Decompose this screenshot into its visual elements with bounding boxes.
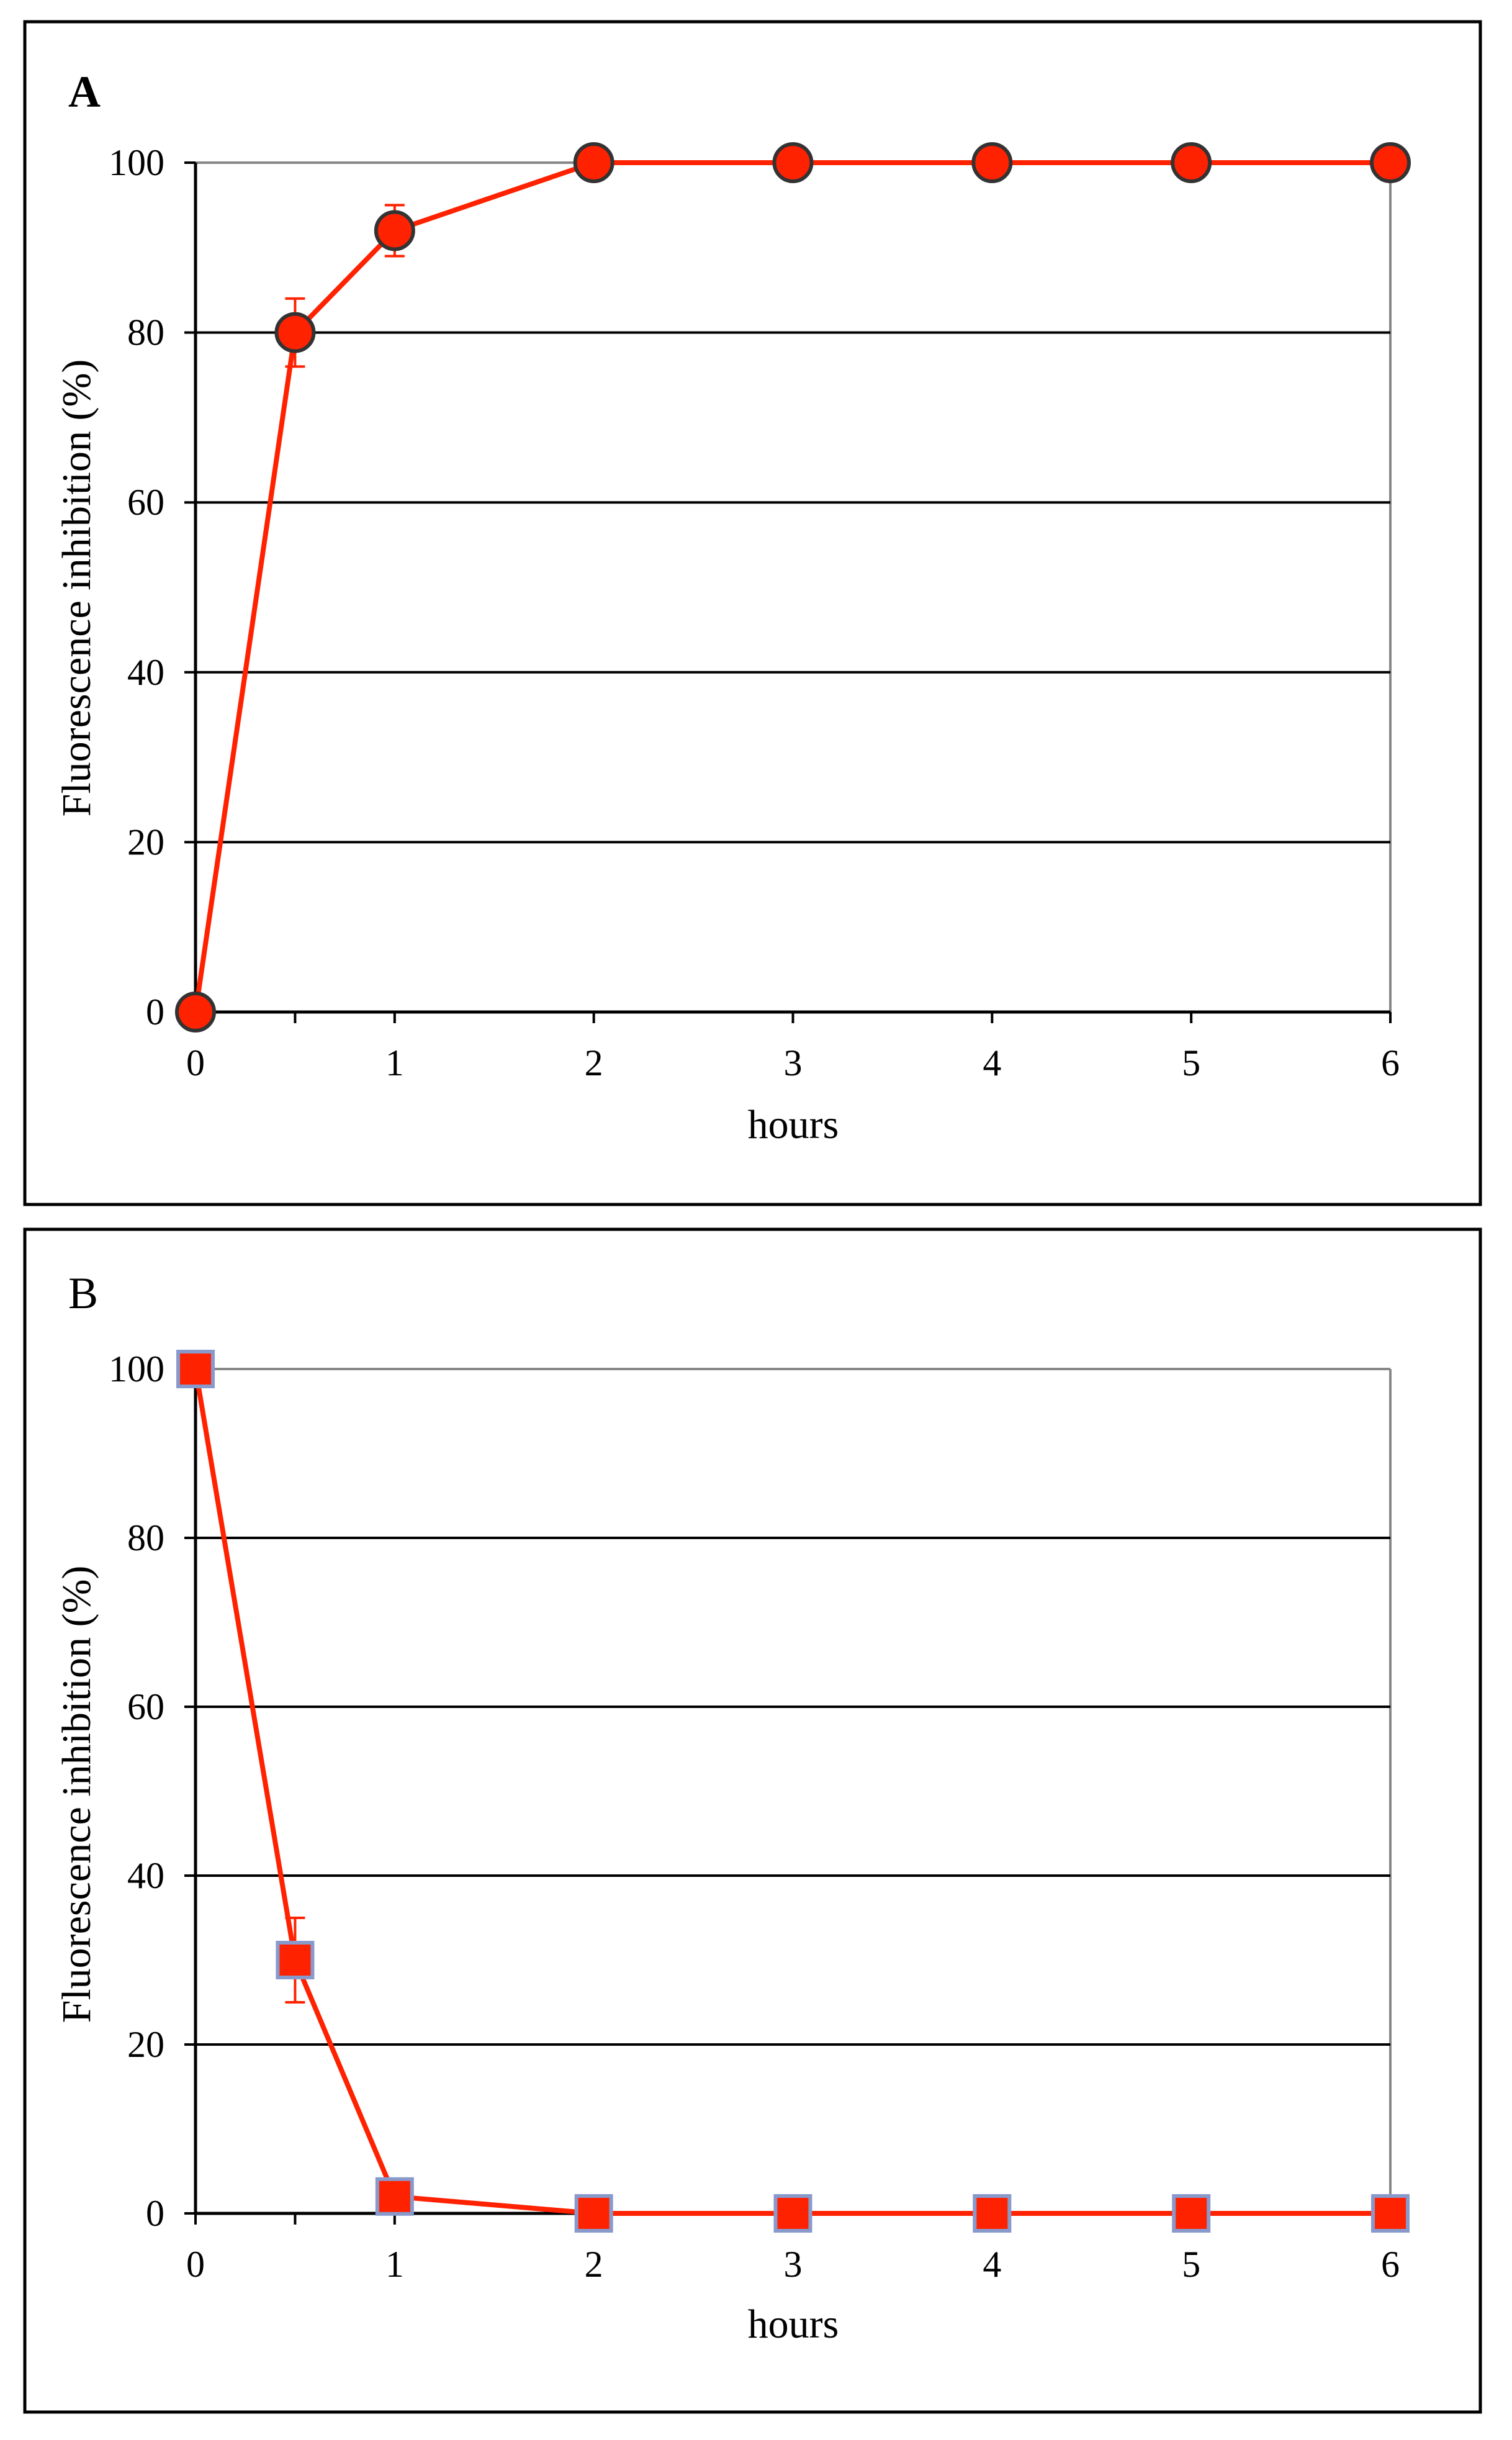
panel-a-x-tick-label: 0: [186, 1042, 205, 1083]
panel-a-x-tick-label: 6: [1381, 1042, 1400, 1083]
panel-b-data-point: [574, 2194, 613, 2233]
panel-b-data-point: [375, 2177, 414, 2216]
plot-a: 0 20 40 60 80 100 0 1 2 3 4 5 6: [109, 142, 1411, 1083]
panel-a-data-point: [772, 142, 814, 183]
panel-a-series-line: [193, 160, 1390, 1013]
panel-b-y-tick-label: 0: [146, 2193, 164, 2234]
panel-b-series-line: [193, 1368, 1390, 2216]
panel-a-data-point: [274, 312, 316, 353]
plot-b: 0 20 40 60 80 100 0 1 2 3 4 5 6: [109, 1349, 1410, 2285]
panel-b-y-tick-label: 100: [109, 1349, 164, 1389]
panel-b-x-tick-label: 2: [585, 2244, 603, 2285]
panel-a-data-point: [374, 210, 415, 251]
panel-a-frame: [23, 20, 1482, 1206]
panel-a-x-tick-label: 5: [1182, 1042, 1200, 1083]
panel-a-y-tick-label: 0: [146, 992, 164, 1032]
panel-a-y-tick-label: 100: [109, 142, 164, 183]
panel-b-x-tick-label: 5: [1182, 2244, 1200, 2285]
panel-b-x-tick-label: 4: [983, 2244, 1001, 2285]
panel-b-y-tick-label: 80: [127, 1517, 164, 1558]
panel-a-x-tick-label: 1: [385, 1042, 404, 1083]
panel-a: A 0 20 40 60 80 100 0 1 2 3 4 5 6 hours Fluorescence…: [23, 20, 1482, 1206]
panel-b-data-point: [1172, 2194, 1211, 2233]
panel-b-y-tick-label: 40: [127, 1855, 164, 1896]
panel-b-y-tick-label: 60: [127, 1686, 164, 1727]
panel-b-x-axis-title: hours: [748, 2302, 839, 2347]
panel-b-x-tick-label: 1: [385, 2244, 404, 2285]
panel-a-label: A: [68, 67, 101, 117]
panel-b-data-point: [1371, 2194, 1410, 2233]
panel-b-data-point: [773, 2194, 812, 2233]
panel-a-y-tick-label: 20: [127, 821, 164, 862]
panel-a-x-tick-label: 3: [784, 1042, 803, 1083]
panel-b-x-tick-label: 3: [784, 2244, 803, 2285]
panel-b-y-axis-title: Fluorescence inhibition (%): [54, 1566, 99, 2023]
panel-a-x-tick-label: 4: [983, 1042, 1001, 1083]
panel-b-x-tick-label: 6: [1381, 2244, 1400, 2285]
panel-a-data-point: [1370, 142, 1411, 183]
panel-b-x-tick-label: 0: [186, 2244, 205, 2285]
panel-a-y-tick-label: 40: [127, 652, 164, 693]
panel-a-y-tick-label: 80: [127, 312, 164, 353]
panel-a-y-tick-label: 60: [127, 482, 164, 523]
panel-b-label: B: [68, 1268, 98, 1318]
panel-b-frame: [23, 1227, 1482, 2414]
panel-a-y-axis-title: Fluorescence inhibition (%): [54, 359, 99, 817]
panel-a-data-point: [1171, 142, 1212, 183]
panel-b-y-tick-label: 20: [127, 2024, 164, 2065]
panel-a-x-axis-title: hours: [748, 1102, 839, 1147]
panel-b: B 0 20 40 60 80 100 0 1 2 3 4 5 6 hours Fluorescence…: [23, 1227, 1482, 2414]
panel-a-data-point: [971, 142, 1013, 183]
panel-a-data-point: [175, 992, 216, 1032]
panel-b-data-point: [973, 2194, 1012, 2233]
panel-a-data-point: [573, 142, 614, 183]
panel-a-x-tick-label: 2: [585, 1042, 603, 1083]
panel-b-data-point: [276, 1941, 315, 1979]
panel-b-data-point: [176, 1350, 215, 1388]
